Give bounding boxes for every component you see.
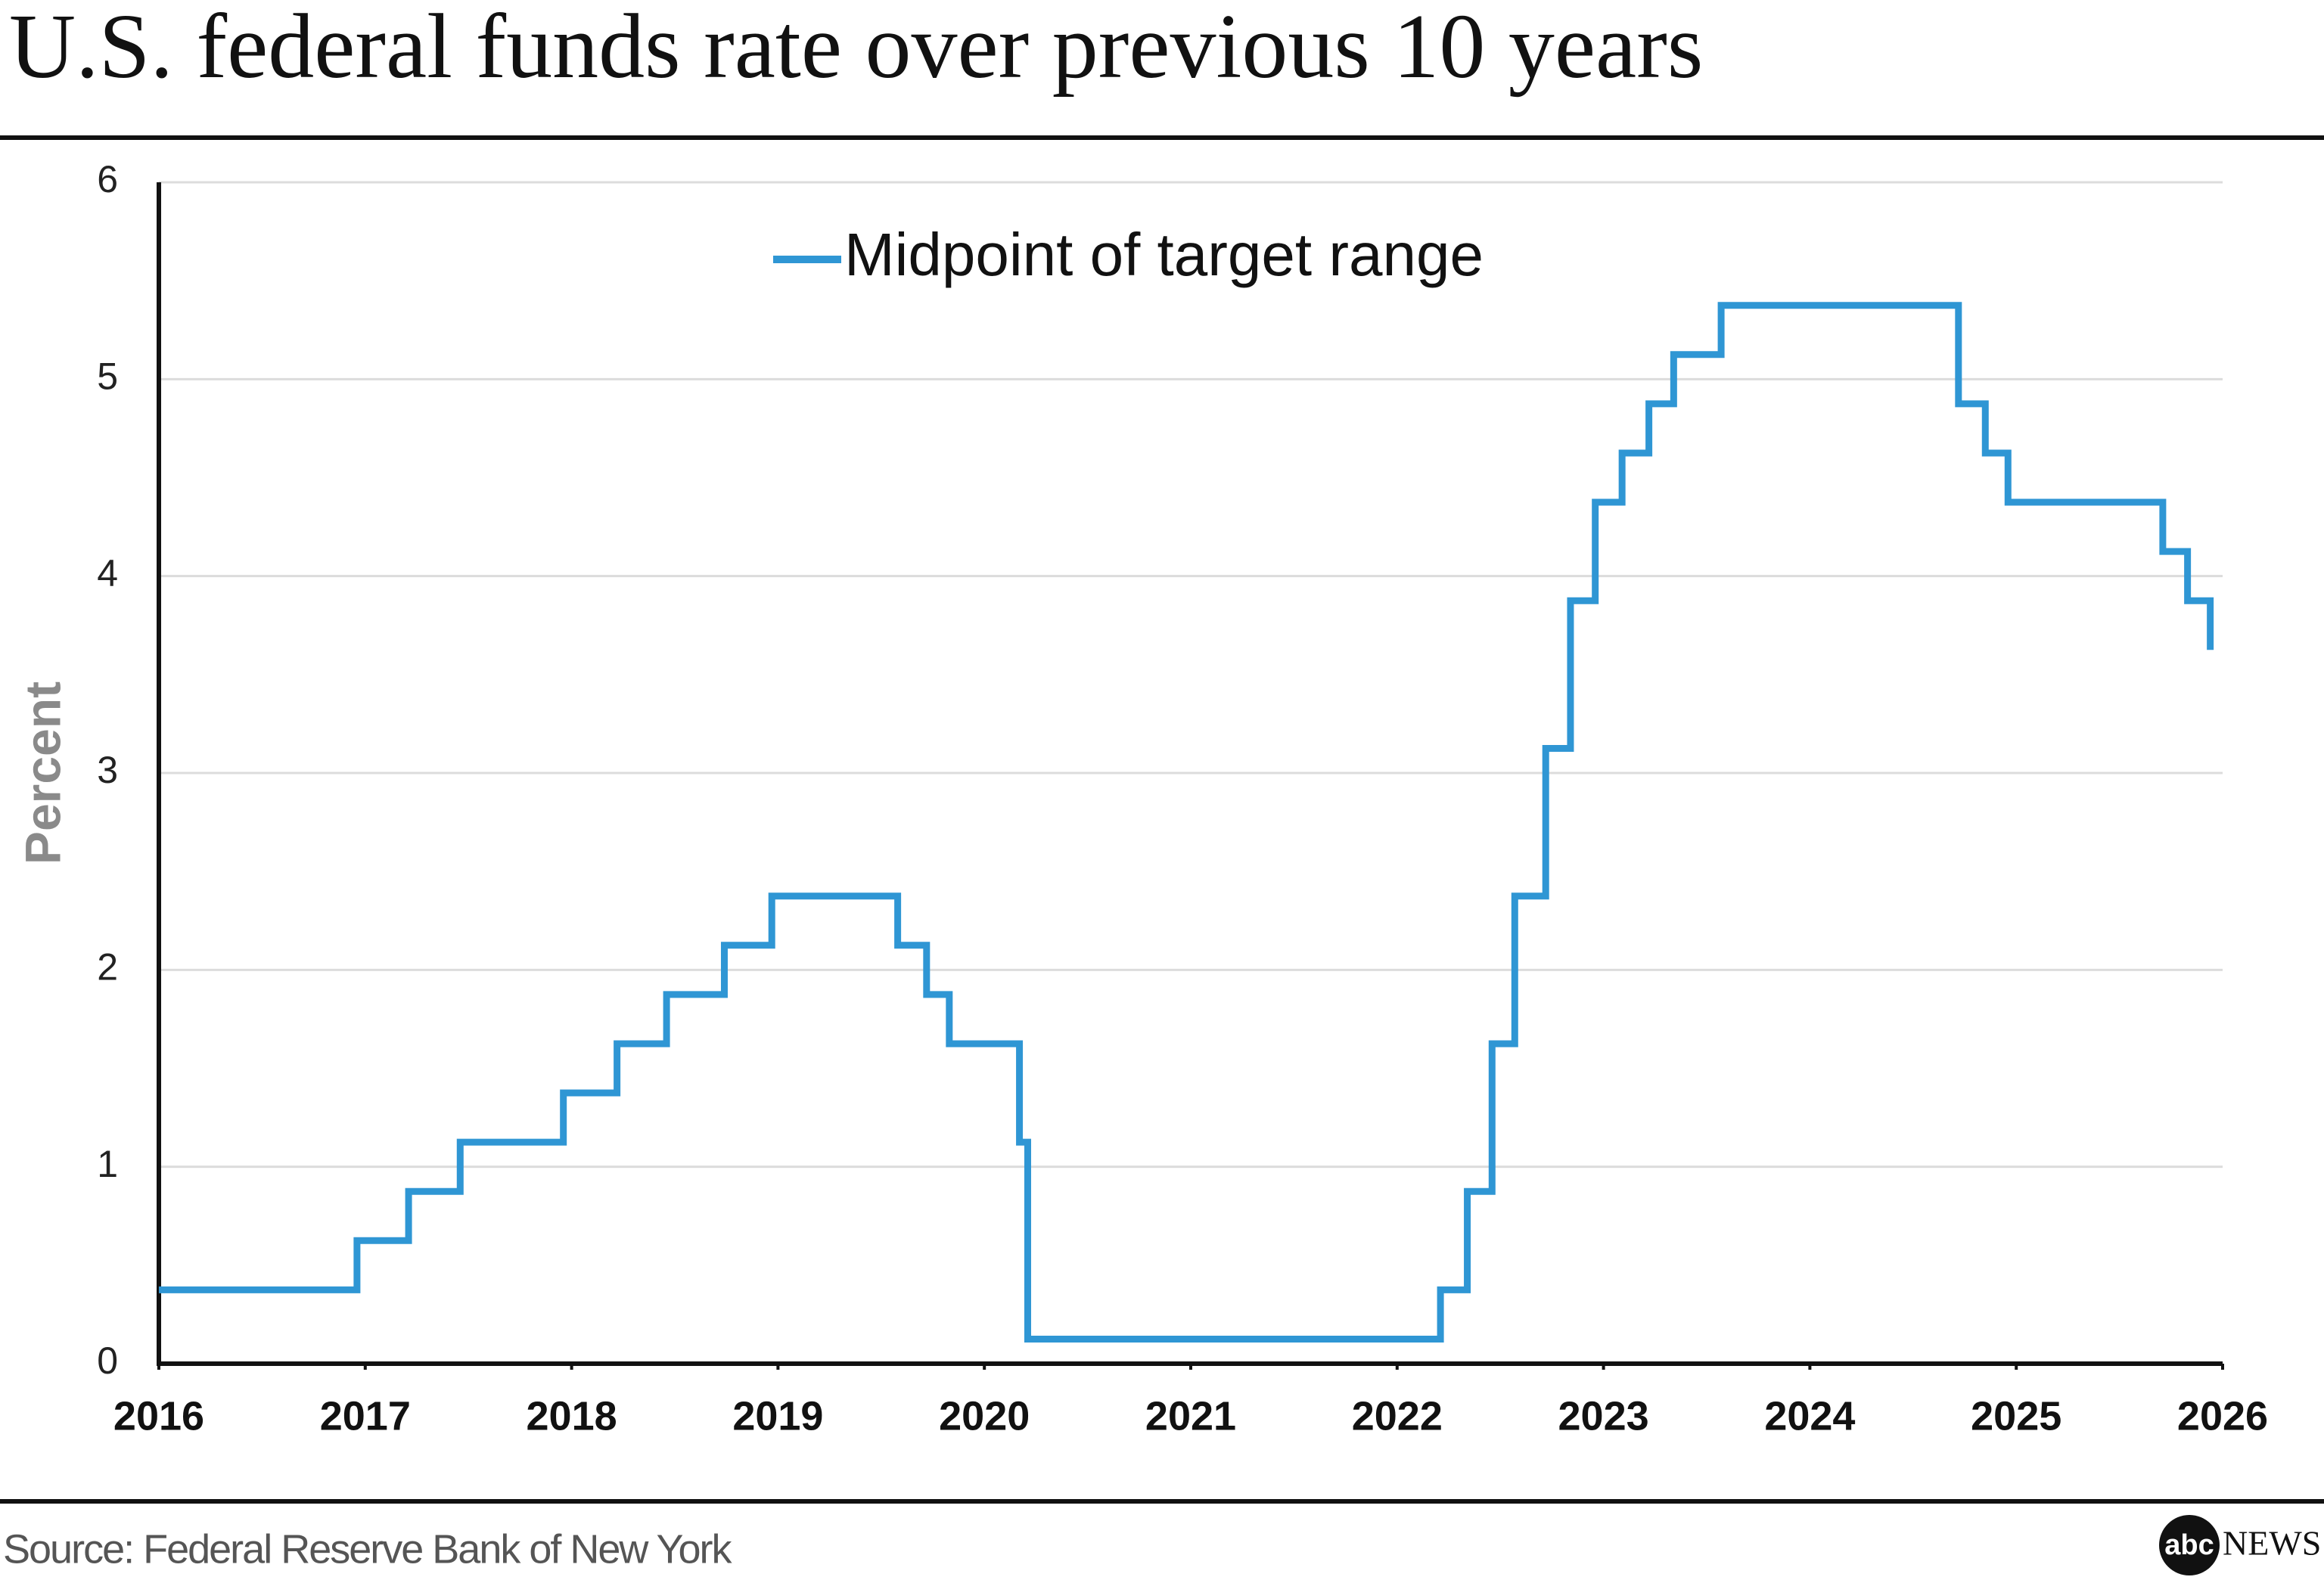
y-tick-label: 5 [97, 355, 118, 398]
x-tick-label: 2021 [1145, 1393, 1236, 1439]
x-tick-label: 2026 [2177, 1393, 2268, 1439]
data-line [159, 302, 2214, 1343]
source: Source: Federal Reserve Bank of New York [3, 1526, 733, 1572]
x-tick-label: 2023 [1558, 1393, 1649, 1439]
x-tick-label: 2019 [732, 1393, 823, 1439]
x-tick-label: 2024 [1764, 1393, 1855, 1439]
y-tick-label: 6 [97, 158, 118, 200]
legend-label: Midpoint of target range [844, 221, 1484, 288]
y-tick-label: 0 [97, 1339, 118, 1382]
logo-badge: abc [2164, 1529, 2214, 1561]
x-tick-label: 2016 [113, 1393, 204, 1439]
logo-badge-circle [2159, 1515, 2220, 1575]
chart-title: U.S. federal funds rate over previous 10… [9, 0, 1703, 98]
x-tick-label: 2018 [527, 1393, 617, 1439]
y-tick-label: 1 [97, 1143, 118, 1185]
y-tick-label: 3 [97, 749, 118, 791]
logo-text: NEWS [2223, 1524, 2321, 1563]
x-tick-label: 2020 [939, 1393, 1030, 1439]
y-tick-label: 2 [97, 946, 118, 989]
x-tick-label: 2025 [1971, 1393, 2061, 1439]
x-tick-label: 2022 [1352, 1393, 1443, 1439]
x-tick-label: 2017 [320, 1393, 411, 1439]
y-tick-label: 4 [97, 552, 118, 594]
y-axis-label: Percent [14, 681, 70, 864]
